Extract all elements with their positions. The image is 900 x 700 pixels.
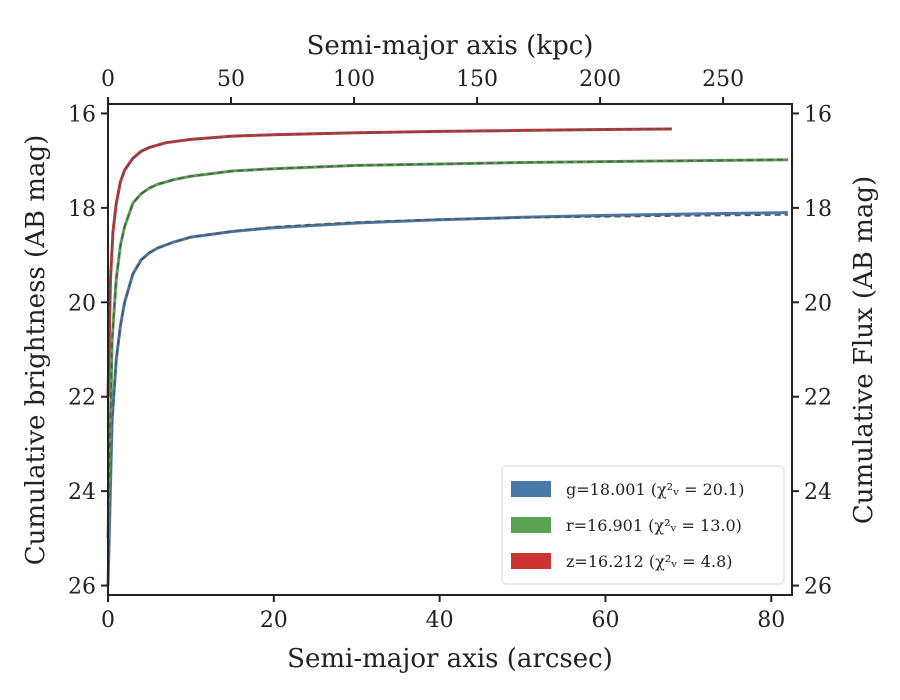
model-line-g	[107, 214, 788, 586]
model-line-z	[107, 127, 672, 397]
legend-label-r: r=16.901 (χ²ᵥ = 13.0)	[566, 516, 742, 535]
top-x-tick-label: 50	[217, 67, 245, 92]
legend: g=18.001 (χ²ᵥ = 20.1) r=16.901 (χ²ᵥ = 13…	[501, 465, 785, 585]
right-y-tick-label: 22	[804, 386, 832, 411]
y-axis-label: Cumulative brightness (AB mag)	[21, 135, 51, 566]
legend-label-z: z=16.212 (χ²ᵥ = 4.8)	[566, 552, 732, 571]
x-tick-label: 40	[426, 608, 454, 633]
axes: 0 20 40 60 80 0 50 100 150 200 250 16 16 18 18 20 20 22 22…	[68, 67, 832, 633]
x-tick-label: 60	[591, 608, 619, 633]
legend-swatch-g	[511, 481, 551, 497]
y-tick-label: 18	[68, 197, 96, 222]
model-line-r	[107, 158, 788, 539]
legend-box	[501, 465, 785, 585]
y-tick-label: 20	[68, 291, 96, 316]
plot-frame	[107, 103, 793, 596]
right-y-tick-label: 16	[804, 102, 832, 127]
y-tick-label: 16	[68, 102, 96, 127]
top-x-tick-label: 150	[456, 67, 498, 92]
x-tick-label: 20	[260, 608, 288, 633]
right-y-tick-label: 18	[804, 197, 832, 222]
right-y-axis-label: Cumulative Flux (AB mag)	[849, 176, 879, 524]
curves	[106, 127, 788, 586]
top-x-tick-label: 200	[579, 67, 621, 92]
right-y-tick-label: 20	[804, 291, 832, 316]
legend-swatch-r	[511, 517, 551, 533]
top-x-axis-label: Semi-major axis (kpc)	[307, 31, 594, 61]
x-tick-label: 80	[757, 608, 785, 633]
y-tick-label: 22	[68, 386, 96, 411]
right-y-tick-label: 26	[804, 575, 832, 600]
series-line-z	[106, 127, 672, 397]
y-tick-label: 26	[68, 575, 96, 600]
top-x-tick-label: 0	[101, 67, 115, 92]
x-tick-label: 0	[101, 608, 115, 633]
x-axis-label: Semi-major axis (arcsec)	[287, 644, 613, 674]
legend-label-g: g=18.001 (χ²ᵥ = 20.1)	[566, 480, 744, 499]
right-y-tick-label: 24	[804, 480, 832, 505]
top-x-tick-label: 250	[702, 67, 744, 92]
y-tick-label: 24	[68, 480, 96, 505]
legend-swatch-z	[511, 553, 551, 569]
top-x-tick-label: 100	[333, 67, 375, 92]
